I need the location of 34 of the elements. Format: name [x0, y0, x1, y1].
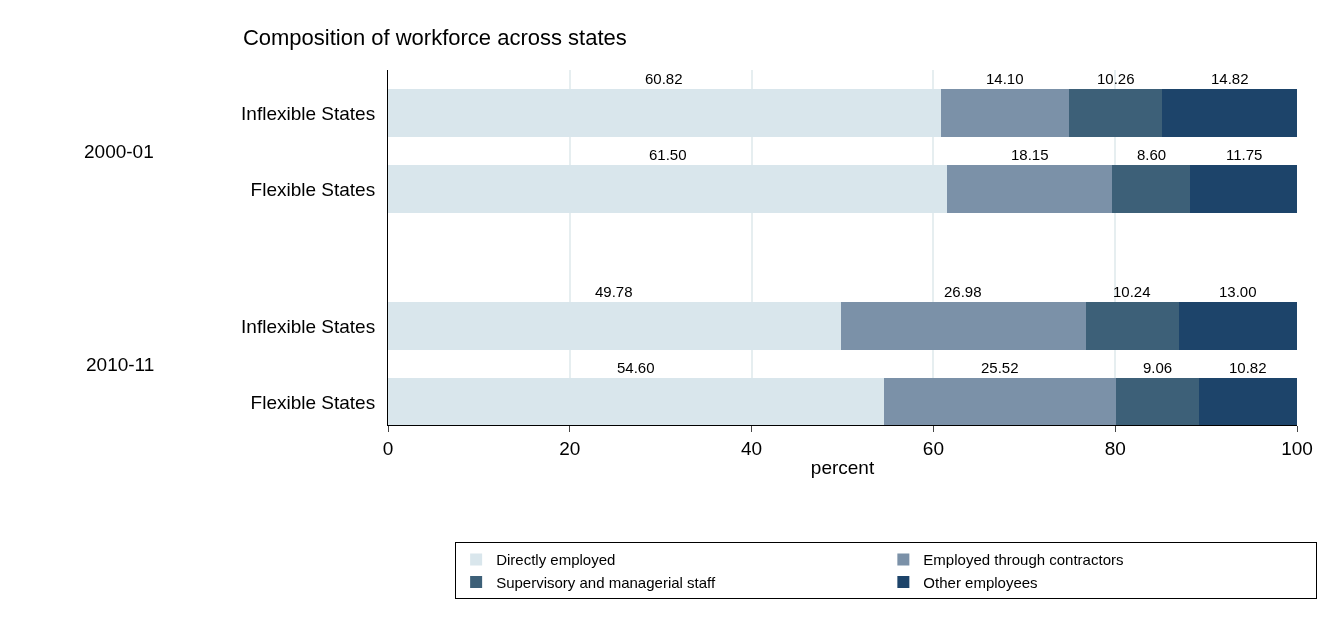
data-label: 9.06 — [1143, 359, 1173, 376]
data-label: 10.24 — [1113, 283, 1151, 300]
x-axis-title: percent — [810, 456, 875, 478]
data-label: 60.82 — [645, 70, 683, 87]
y-tick-label: Flexible States — [250, 179, 376, 200]
data-label: 11.75 — [1226, 146, 1263, 163]
data-label: 8.60 — [1137, 146, 1167, 163]
data-label: 14.10 — [986, 70, 1024, 87]
data-label: 10.26 — [1097, 70, 1135, 87]
x-tick-label: 80 — [1104, 437, 1126, 459]
chart-title: Composition of workforce across states — [242, 24, 627, 50]
data-label: 49.78 — [595, 283, 633, 300]
y-tick-label: Inflexible States — [241, 315, 376, 337]
x-tick-label: 100 — [1281, 437, 1313, 459]
text: 2000-01 — [84, 141, 154, 162]
y-tick-label: Inflexible States — [241, 102, 376, 124]
legend-label: Directly employed — [496, 551, 616, 569]
x-tick-label: 40 — [741, 437, 763, 459]
x-tick-label: 60 — [922, 437, 944, 459]
x-tick-label: 20 — [559, 437, 581, 459]
data-label: 54.60 — [617, 359, 655, 376]
legend-label: Supervisory and managerial staff — [496, 573, 716, 591]
data-label: 25.52 — [981, 359, 1019, 376]
data-label: 13.00 — [1219, 283, 1257, 300]
legend-label: Employed through contractors — [923, 551, 1124, 569]
text: 2010-11 — [86, 354, 155, 375]
data-label: 14.82 — [1211, 70, 1249, 87]
data-label: 18.15 — [1011, 146, 1049, 163]
legend-label: Other employees — [923, 573, 1038, 591]
x-tick-label: 0 — [382, 437, 394, 459]
data-label: 61.50 — [649, 146, 687, 163]
y-tick-label: Flexible States — [250, 391, 376, 413]
data-label: 26.98 — [944, 283, 982, 300]
data-label: 10.82 — [1229, 359, 1267, 376]
